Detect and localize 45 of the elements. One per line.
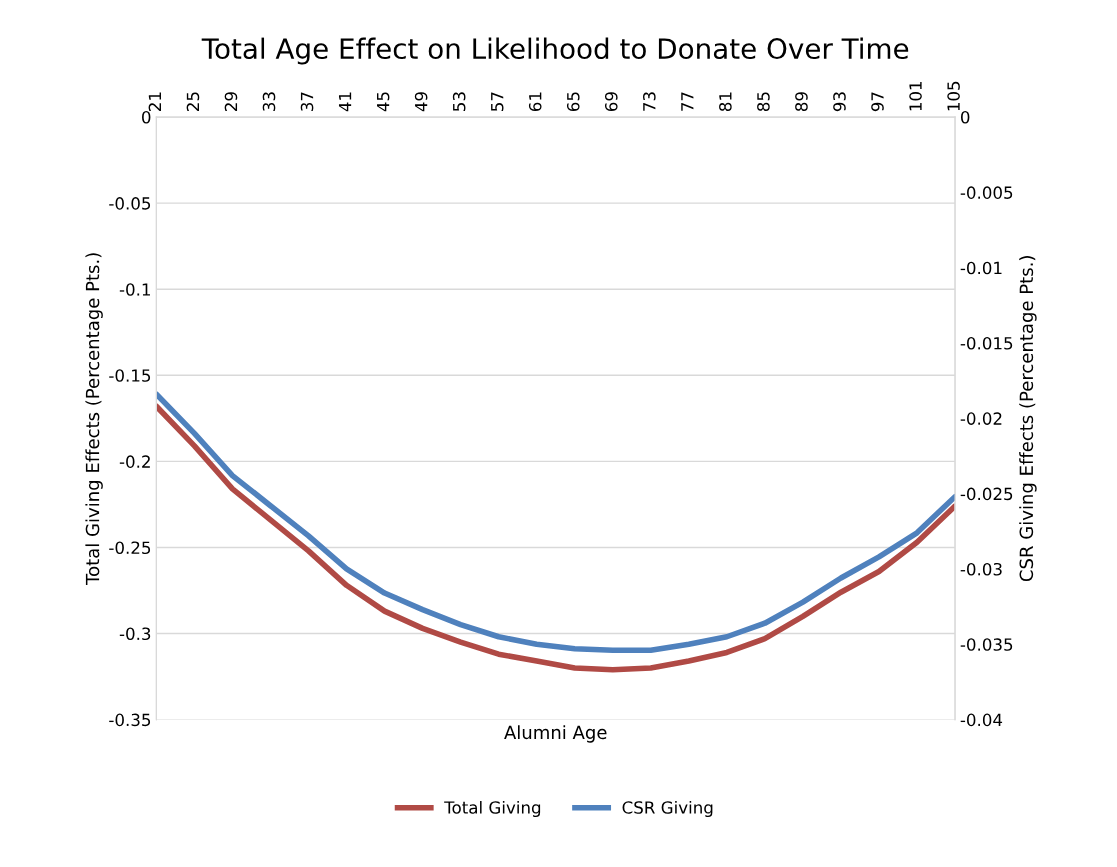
y-tick-label: -0.25 [109,541,151,555]
x-tick-label: 73 [643,92,656,111]
y2-tick-label: -0.035 [960,638,1013,651]
y2-tick-label: -0.01 [960,261,1002,275]
x-tick-label: 57 [491,92,504,111]
y2-tick-label: -0.03 [960,562,1002,576]
x-tick-label: 61 [528,92,542,112]
legend-label: Total Giving [444,800,541,818]
x-tick-label: 65 [566,92,580,112]
x-tick-label: 69 [604,92,618,112]
y2-tick-label: -0.025 [960,487,1013,501]
y2-axis-title: CSR Giving Effects (Percentage Pts.) [1019,256,1037,582]
y-axis-title: Total Giving Effects (Percentage Pts.) [85,253,103,585]
y2-tick-label: -0.005 [960,186,1013,199]
x-tick-label: 93 [833,92,846,112]
y-tick-label: -0.2 [119,455,150,468]
y2-tick-label: -0.02 [960,412,1002,425]
x-tick-label: 89 [795,92,808,112]
x-axis-title: Alumni Age [504,725,607,743]
x-tick-label: 33 [262,92,276,111]
x-tick-label: 49 [414,92,428,112]
y-tick-label: -0.3 [119,627,151,641]
x-tick-label: 81 [719,92,732,112]
y-tick-label: -0.1 [119,283,150,296]
y-tick-label: -0.05 [109,197,151,210]
legend-label: CSR Giving [622,800,713,818]
x-tick-label: 29 [224,92,238,111]
x-tick-label: 105 [947,81,960,111]
x-tick-label: 77 [681,92,694,111]
y2-tick-label: -0.04 [960,713,1003,727]
x-tick-label: 45 [377,92,390,112]
x-tick-label: 21 [148,92,161,111]
y-tick-label: 0 [142,111,151,124]
x-tick-label: 41 [338,92,352,112]
y-tick-label: -0.35 [109,713,151,727]
x-tick-label: 85 [757,92,770,112]
y-tick-label: -0.15 [109,369,151,382]
x-tick-label: 101 [909,81,922,111]
y2-tick-label: 0 [961,111,970,124]
x-tick-label: 53 [452,92,466,111]
y2-tick-label: -0.015 [960,336,1013,350]
chart-title: Total Age Effect on Likelihood to Donate Over Time [201,37,909,65]
x-tick-label: 25 [186,92,200,111]
x-tick-label: 97 [871,92,884,112]
x-tick-label: 37 [300,92,314,111]
